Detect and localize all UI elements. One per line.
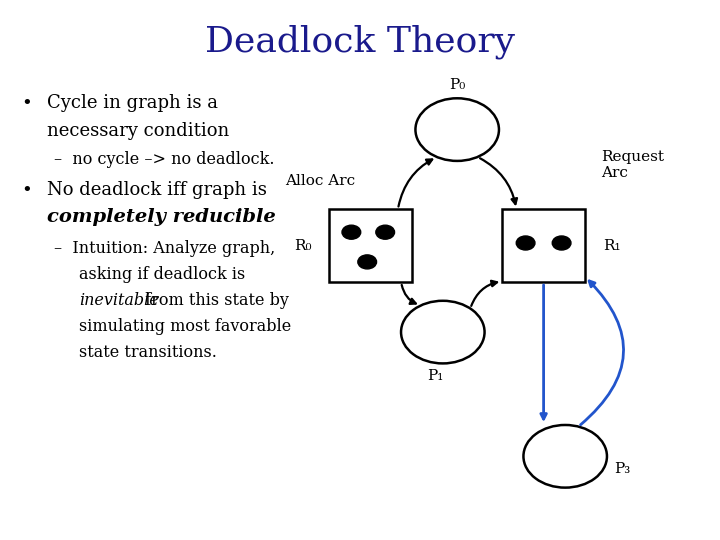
Text: Deadlock Theory: Deadlock Theory — [205, 24, 515, 59]
Circle shape — [342, 225, 361, 239]
Text: –  Intuition: Analyze graph,: – Intuition: Analyze graph, — [54, 240, 275, 257]
Text: asking if deadlock is: asking if deadlock is — [79, 266, 246, 283]
Circle shape — [376, 225, 395, 239]
Circle shape — [415, 98, 499, 161]
Text: P₁: P₁ — [428, 369, 444, 383]
Text: –  no cycle –> no deadlock.: – no cycle –> no deadlock. — [54, 151, 274, 168]
Circle shape — [401, 301, 485, 363]
Circle shape — [552, 236, 571, 250]
Text: Request
Arc: Request Arc — [601, 150, 664, 180]
Bar — [330, 209, 413, 282]
Text: simulating most favorable: simulating most favorable — [79, 318, 292, 335]
Text: necessary condition: necessary condition — [47, 122, 229, 139]
Text: P₃: P₃ — [614, 462, 631, 476]
Text: state transitions.: state transitions. — [79, 344, 217, 361]
Text: R₁: R₁ — [603, 239, 621, 253]
Circle shape — [523, 425, 607, 488]
Text: •: • — [22, 181, 32, 199]
Text: •: • — [22, 94, 32, 112]
Bar — [503, 209, 585, 282]
Circle shape — [516, 236, 535, 250]
Text: completely reducible: completely reducible — [47, 208, 276, 226]
Text: Cycle in graph is a: Cycle in graph is a — [47, 94, 218, 112]
Text: Alloc Arc: Alloc Arc — [285, 174, 356, 188]
Text: No deadlock iff graph is: No deadlock iff graph is — [47, 181, 266, 199]
Text: inevitable: inevitable — [79, 292, 159, 309]
Text: R₀: R₀ — [294, 239, 311, 253]
Text: from this state by: from this state by — [140, 292, 289, 309]
Text: P₀: P₀ — [449, 78, 465, 92]
Circle shape — [358, 255, 377, 269]
